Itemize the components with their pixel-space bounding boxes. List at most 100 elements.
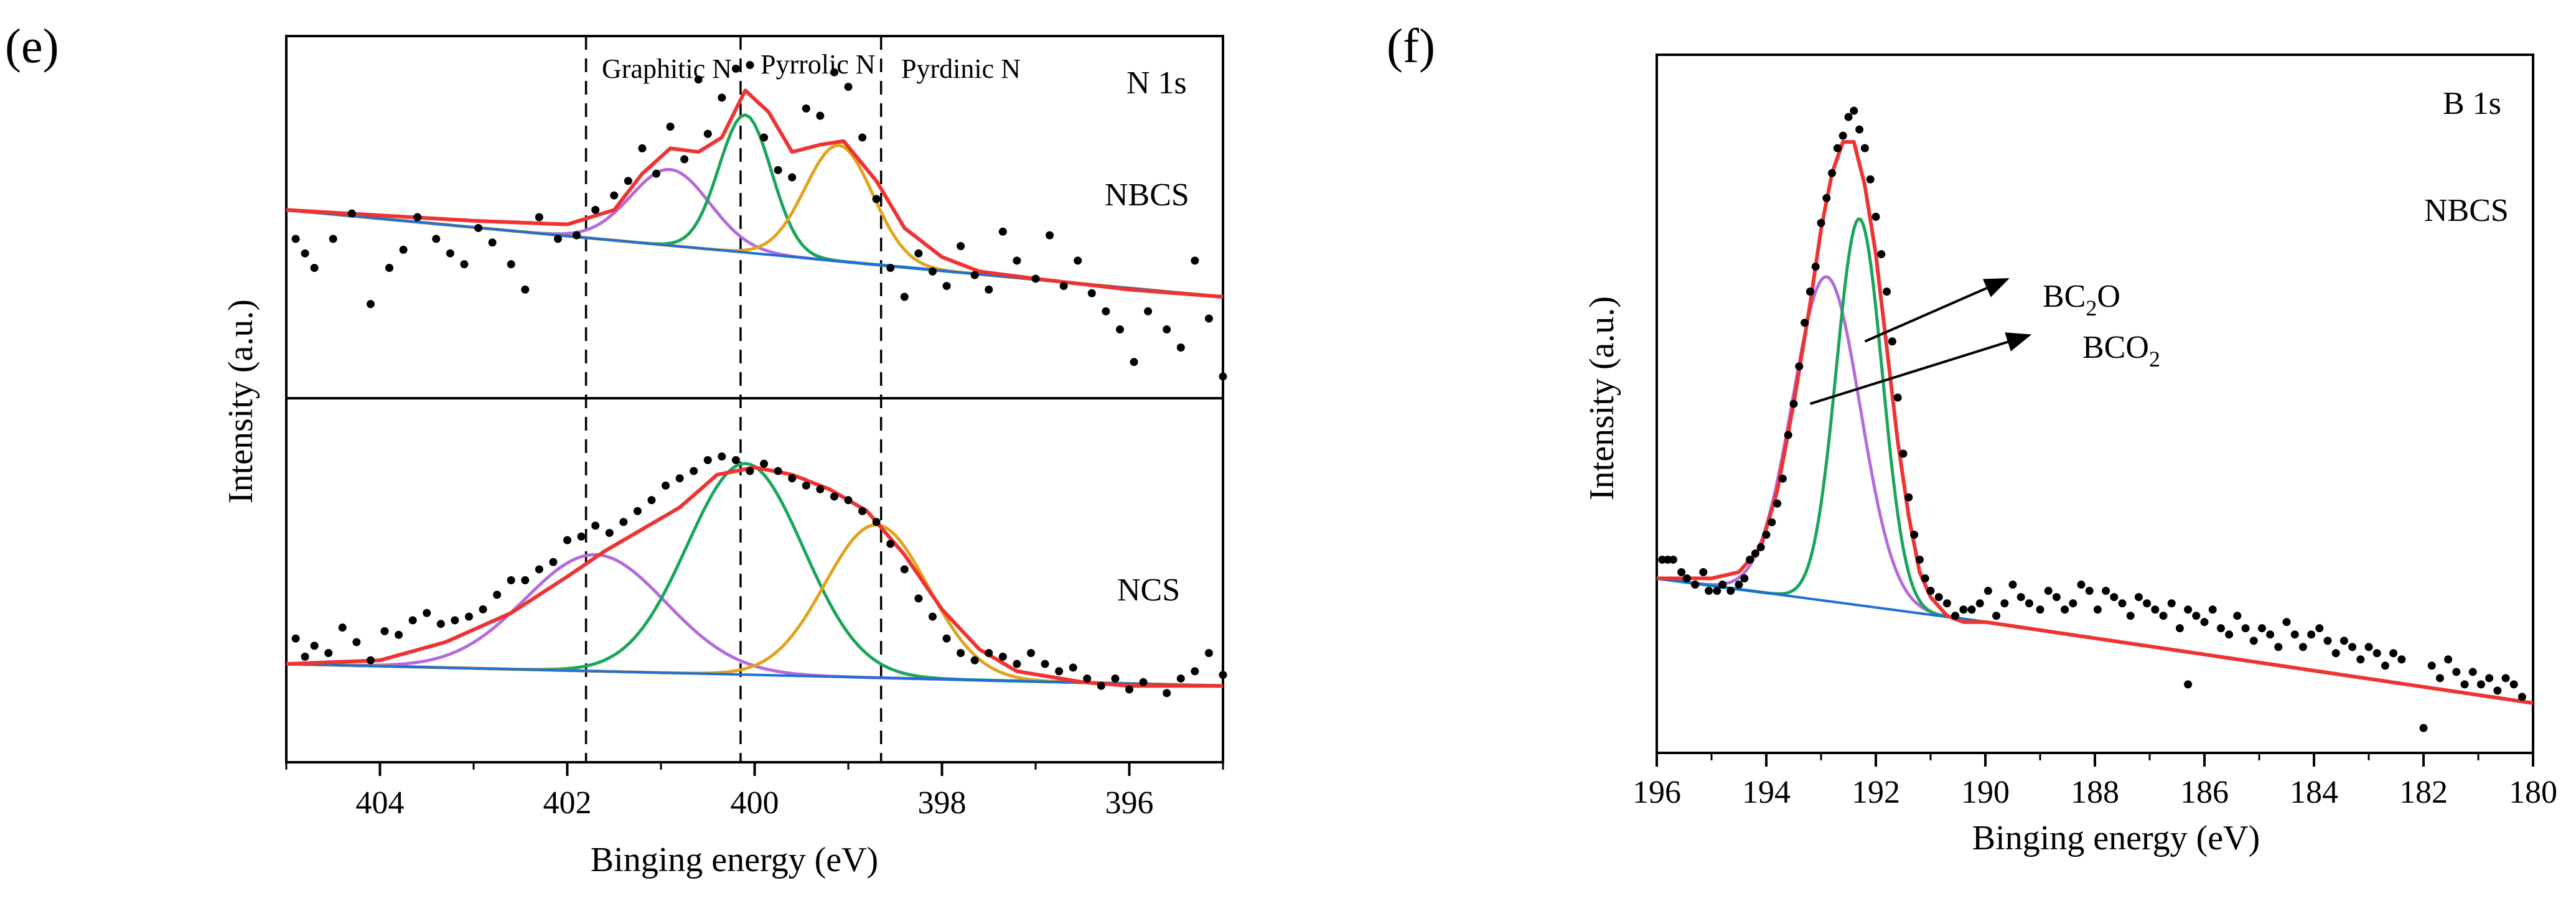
panel-e-data-point [638,144,647,152]
panel-f-data-point [1860,144,1869,152]
panel-f-data-point [2356,655,2365,664]
panel-e-data-point [872,195,881,203]
panel-f-data-point [2509,680,2518,689]
panel-f-x-tick-label: 186 [2180,775,2229,810]
panel-e-data-point [957,649,965,657]
panel-f-data-point [2485,674,2494,683]
panel-e-data-point [802,481,810,490]
panel-f-data-point [2016,593,2025,602]
panel-f-spectrum-label: B 1s [2443,86,2501,121]
panel-e-data-point [1115,325,1124,334]
panel-e-data-point [680,155,689,164]
panel-f-data-point [1677,568,1686,576]
panel-f-data-point [2126,612,2135,620]
panel-e-data-point [985,285,993,294]
panel-e-x-axis-title: Binging energy (eV) [591,841,878,879]
panel-e-data-point [731,455,740,464]
panel-e-data-point [591,205,600,214]
panel-e-x-tick-label: 398 [918,785,967,821]
annotation-pyrdinic-n: Pyrdinic N [901,54,1021,84]
panel-e-data-point [858,507,867,515]
panel-label-e: (e) [5,19,59,73]
panel-f-data-point [2192,612,2201,620]
panel-e-data-point [413,213,422,222]
panel-e-data-point [1013,256,1021,265]
panel-f-data-point [2200,618,2209,627]
panel-e-data-point [970,271,979,279]
panel-e-data-point [928,267,937,276]
panel-e-data-point [488,238,497,247]
panel-e-data-point [718,452,726,461]
panel-f-data-point [2452,668,2461,676]
panel-f-x-tick-label: 194 [1742,775,1791,810]
panel-f-data-point [2282,618,2291,627]
panel-f-data-point [2134,593,2143,602]
panel-f-sample-label-nbcs: NBCS [2424,193,2509,228]
panel-f-data-point [2077,581,2086,589]
panel-f-data-point [1699,568,1708,576]
panel-e-data-point [1059,282,1068,291]
panel-e-data-point [310,263,319,272]
panel-e-data-point [731,64,740,73]
panel-e-data-point [1125,685,1133,694]
panel-f-data-point [1828,169,1837,177]
panel-e-data-point [1074,256,1082,265]
panel-f-data-point [1669,555,1677,564]
panel-f-data-point [1682,574,1691,583]
panel-e-sample-label-ncs: NCS [1117,572,1180,608]
panel-e-data-point [957,242,965,251]
panel-e-data-point [624,177,632,185]
panel-e-data-point [774,166,782,174]
panel-f-data-point [1735,581,1743,589]
panel-e-data-point [1204,314,1213,323]
panel-e-data-point [816,111,825,120]
panel-e-data-point [703,455,712,464]
panel-e-data-point [985,649,993,657]
panel-e-data-point [366,300,375,309]
panel-e-x-tick-label: 402 [543,785,592,821]
panel-f-annotation-arrow [1809,332,2032,405]
panel-f-data-point [1718,581,1727,589]
panel-e-data-point [942,282,951,291]
panel-e-data-point [690,467,698,475]
panel-e-data-point [301,652,309,661]
panel-label-f: (f) [1387,19,1435,73]
panel-f-data-point [1833,144,1842,152]
panel-f-data-point [1756,543,1765,551]
panel-e-data-point [573,231,581,240]
panel-f-x-tick-label: 184 [2290,775,2338,810]
panel-e-data-point [703,129,712,138]
panel-f-data-point [2233,612,2242,620]
panel-e-data-point [1102,307,1110,315]
panel-e-y-axis-title: Intensity (a.u.) [222,299,260,503]
panel-f-data-point [2444,655,2453,664]
panel-e-data-point [408,616,417,625]
panel-f-x-tick-label: 192 [1852,775,1900,810]
panel-e-data-point [301,249,309,258]
panel-f-x-tick-label: 180 [2509,775,2557,810]
panel-f-data-point [2331,649,2340,658]
panel-e-data-point [1026,649,1035,657]
panel-e-data-point [788,474,797,483]
panel-f-data-point [2315,624,2324,633]
panel-f-data-point [1926,587,1935,595]
panel-e-data-point [423,609,431,617]
panel-e-data-point [746,61,754,70]
panel-f-data-point [1746,555,1754,564]
panel-e-data-point [942,634,951,643]
panel-e-data-point [474,223,483,232]
panel-f-data-point [1844,113,1853,121]
panel-f-data-point [2307,630,2316,639]
panel-e-data-point [1097,681,1105,690]
panel-f-data-point [1850,106,1858,115]
panel-f-data-point [1910,530,1919,539]
panel-e-data-point [1069,663,1077,672]
panel-f-data-point [2208,605,2217,614]
panel-e-data-point [1130,358,1138,366]
panel-e-data-point [436,620,445,628]
panel-f-data-point [2364,643,2373,651]
panel-f-data-point [2143,599,2152,608]
panel-f-data-point [2216,624,2225,633]
panel-f-data-point [1967,605,1976,614]
panel-e-data-point [914,594,923,603]
